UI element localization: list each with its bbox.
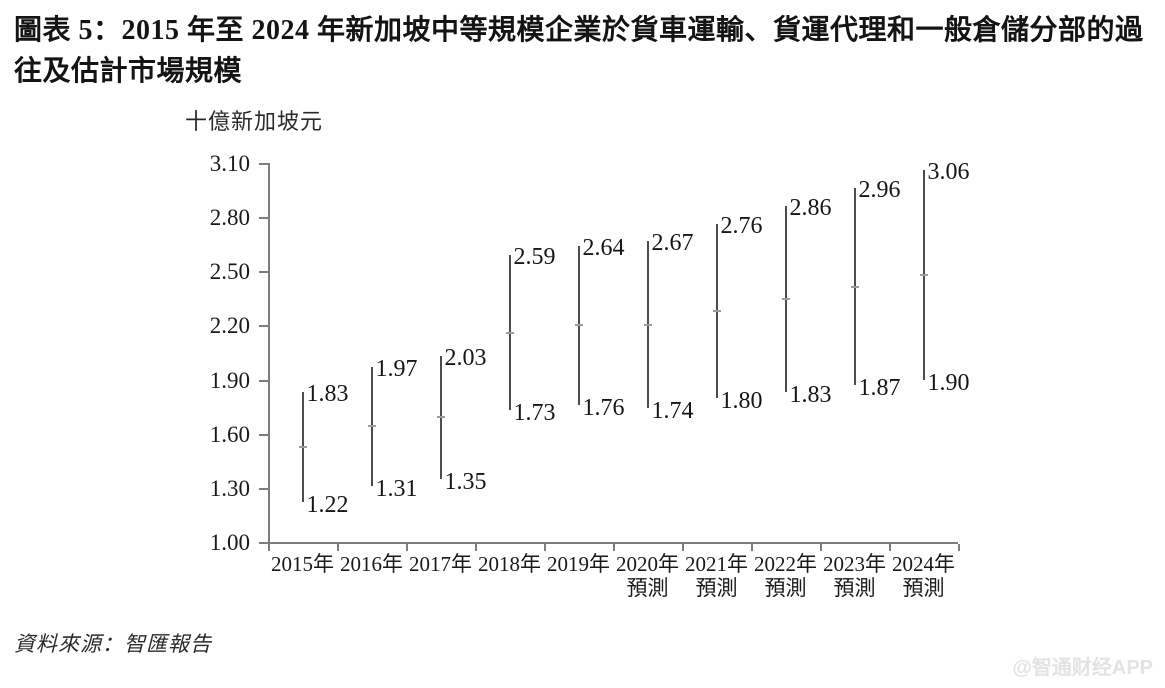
high-value-label: 2.67 — [651, 229, 694, 256]
y-axis-tick — [259, 379, 268, 382]
midpoint-tick — [712, 309, 721, 312]
y-axis-tick-label: 1.60 — [209, 421, 250, 447]
x-axis-tick — [544, 544, 546, 551]
chart-title: 圖表 5：2015 年至 2024 年新加坡中等規模企業於貨車運輸、貨運代理和一… — [14, 15, 1144, 87]
x-axis-tick — [958, 544, 960, 551]
y-axis-tick — [259, 163, 268, 165]
low-value-label: 1.74 — [651, 398, 694, 425]
x-axis-label: 2019年 — [547, 552, 610, 576]
midpoint-tick — [781, 298, 790, 301]
x-axis-tick — [682, 544, 684, 551]
x-axis-label: 2024年 — [892, 552, 955, 576]
low-value-label: 1.73 — [513, 400, 556, 427]
midpoint-tick — [367, 425, 376, 428]
x-axis-label: 2018年 — [478, 552, 541, 576]
x-axis-tick — [475, 544, 477, 551]
x-axis-sublabel: 預測 — [626, 576, 669, 600]
high-value-label: 2.76 — [720, 213, 763, 240]
x-axis-label: 2021年 — [685, 552, 748, 576]
high-value-label: 2.96 — [858, 177, 901, 204]
x-axis-sublabel: 預測 — [695, 576, 738, 600]
y-axis-tick-label: 2.50 — [209, 259, 250, 285]
low-value-label: 1.80 — [720, 387, 763, 414]
y-axis-tick — [259, 487, 268, 490]
y-axis-tick — [259, 433, 268, 436]
midpoint-tick — [919, 273, 928, 276]
low-value-label: 1.31 — [375, 476, 418, 503]
y-axis-tick-label: 3.10 — [209, 151, 250, 176]
y-axis-unit-label: 十億新加坡元 — [185, 109, 324, 134]
x-axis-tick — [337, 544, 339, 551]
high-value-label: 2.59 — [513, 244, 556, 271]
y-axis-tick-label: 2.80 — [209, 205, 250, 231]
low-value-label: 1.83 — [789, 382, 832, 409]
y-axis-tick — [259, 325, 268, 328]
x-axis-label: 2020年 — [616, 552, 679, 576]
x-axis-label: 2023年 — [823, 552, 886, 576]
x-axis-label: 2022年 — [754, 552, 817, 576]
y-axis-tick-label: 1.00 — [209, 530, 250, 555]
midpoint-tick — [643, 323, 652, 326]
x-axis-tick — [820, 544, 822, 551]
high-value-label: 2.64 — [582, 235, 625, 262]
x-axis-tick — [406, 544, 408, 551]
low-value-label: 1.87 — [858, 374, 901, 401]
high-value-label: 3.06 — [927, 159, 970, 186]
low-value-label: 1.35 — [444, 468, 487, 495]
low-value-label: 1.22 — [306, 492, 349, 519]
midpoint-tick — [298, 446, 307, 449]
low-value-label: 1.76 — [582, 394, 625, 421]
x-axis-tick — [268, 544, 270, 551]
x-axis-sublabel: 預測 — [833, 576, 876, 600]
y-axis-line — [268, 163, 270, 544]
x-axis-label: 2017年 — [409, 552, 472, 576]
high-value-label: 1.97 — [375, 355, 418, 382]
midpoint-tick — [505, 331, 514, 334]
y-axis-tick — [259, 217, 268, 220]
watermark: @智通财经APP — [1012, 657, 1153, 679]
source-note: 資料來源：智匯報告 — [14, 632, 212, 656]
x-axis-tick — [889, 544, 891, 551]
y-axis-tick-label: 1.30 — [209, 475, 250, 501]
midpoint-tick — [436, 416, 445, 419]
y-axis-tick — [259, 542, 268, 544]
x-axis-line — [268, 542, 958, 544]
low-value-label: 1.90 — [927, 369, 970, 396]
midpoint-tick — [850, 285, 859, 288]
y-axis-tick-label: 1.90 — [209, 367, 250, 393]
high-value-label: 1.83 — [306, 381, 349, 408]
x-axis-label: 2015年 — [271, 552, 334, 576]
y-axis-tick — [259, 271, 268, 274]
x-axis-sublabel: 預測 — [902, 576, 945, 600]
x-axis-label: 2016年 — [340, 552, 403, 576]
x-axis-tick — [751, 544, 753, 551]
high-value-label: 2.03 — [444, 345, 487, 372]
y-axis-tick-label: 2.20 — [209, 313, 250, 339]
midpoint-tick — [574, 324, 583, 327]
high-value-label: 2.86 — [789, 195, 832, 222]
x-axis-sublabel: 預測 — [764, 576, 807, 600]
x-axis-tick — [613, 544, 615, 551]
